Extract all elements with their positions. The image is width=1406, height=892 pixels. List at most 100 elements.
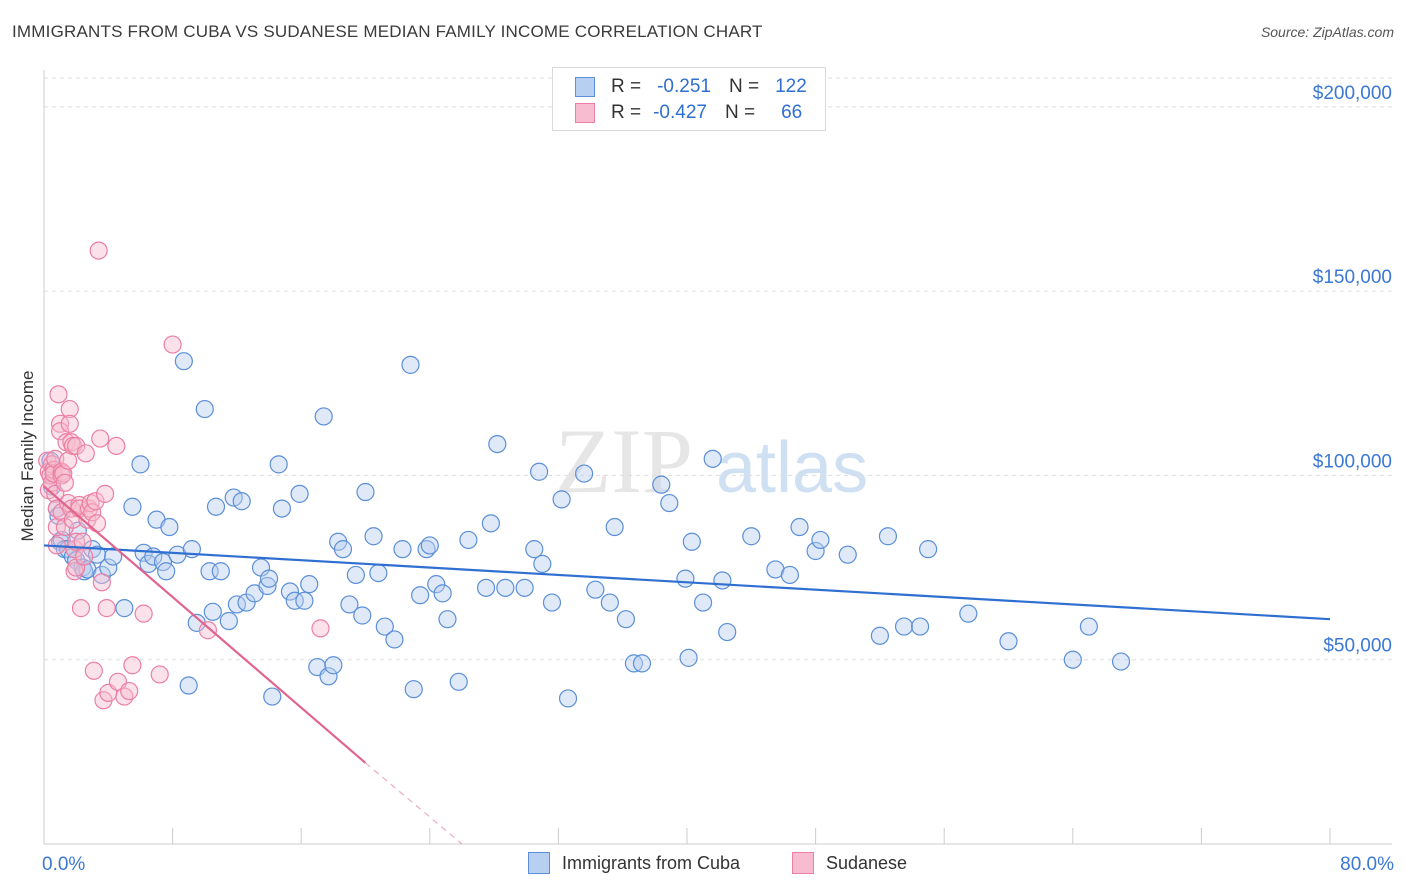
sudanese-point (150, 665, 169, 684)
cuba-point (157, 562, 176, 581)
cuba-point (92, 565, 111, 585)
cuba-point (295, 591, 314, 610)
cuba-point (369, 563, 388, 583)
cuba-point (586, 580, 605, 599)
cuba-point (790, 517, 809, 537)
cuba-point (1079, 617, 1098, 636)
cuba-point (420, 536, 439, 555)
cuba-point (219, 611, 238, 631)
cuba-point (780, 565, 799, 585)
legend-row-cuba: R = -0.251 N = 122 (575, 75, 807, 99)
cuba-point (515, 578, 534, 597)
sudanese-point (60, 399, 79, 419)
sudanese-point (50, 414, 70, 433)
sudanese-point (87, 514, 107, 533)
sudanese-point (97, 599, 116, 618)
sudanese-point (49, 385, 68, 404)
sudanese-point (67, 436, 86, 456)
cuba-legend-swatch (528, 852, 550, 874)
y-tick-label: $50,000 (1323, 636, 1392, 657)
x-tick-label-max: 80.0% (1340, 854, 1394, 875)
cuba-point (300, 575, 319, 594)
source-label: Source: ZipAtlas.com (1260, 24, 1394, 40)
sudanese-trend-line (43, 485, 367, 764)
y-tick-label: $100,000 (1313, 451, 1392, 472)
cuba-point (919, 540, 938, 559)
cuba-point (324, 656, 343, 675)
cuba-point (894, 617, 914, 636)
cuba-point (713, 571, 732, 590)
cuba-point (285, 591, 304, 610)
cuba-point (660, 493, 679, 513)
sudanese-point (120, 681, 139, 701)
bottom-legend-cuba[interactable]: Immigrants from Cuba (528, 852, 740, 874)
cuba-point (525, 540, 544, 559)
cuba-swatch (575, 77, 595, 97)
sudanese-point (115, 687, 134, 706)
cuba-point (679, 648, 698, 667)
sudanese-trend-extension (365, 762, 463, 845)
legend-row-sudanese: R = -0.427 N = 66 (575, 101, 802, 125)
cuba-point (187, 613, 206, 632)
cuba-point (533, 554, 552, 573)
cuba-point (878, 527, 898, 546)
cuba-point (353, 606, 372, 625)
legend-r-value-cuba: -0.251 (657, 76, 711, 97)
cuba-point (632, 654, 652, 673)
cuba-point (340, 595, 359, 614)
cuba-point (496, 578, 515, 597)
cuba-point (742, 527, 761, 546)
cuba-point (870, 626, 890, 645)
cuba-point (605, 517, 624, 537)
cuba-point (195, 399, 214, 419)
cuba-point (174, 352, 193, 371)
cuba-point (959, 604, 978, 623)
sudanese-point (83, 503, 102, 522)
legend-n-label: N = (724, 102, 756, 123)
sudanese-point (91, 429, 110, 448)
sudanese-point (73, 532, 92, 551)
cuba-point (211, 562, 230, 581)
cuba-point (346, 565, 365, 585)
cuba-point (179, 676, 198, 695)
cuba-point (552, 490, 571, 509)
cuba-point (488, 435, 507, 454)
cuba-point (232, 492, 251, 511)
cuba-point (115, 599, 134, 618)
cuba-point (652, 475, 671, 494)
cuba-point (203, 602, 222, 621)
cuba-point (259, 569, 279, 588)
cuba-point (104, 547, 123, 566)
cuba-point (999, 632, 1018, 651)
sudanese-point (92, 573, 111, 592)
sudanese-legend-label: Sudanese (826, 852, 908, 873)
cuba-point (206, 497, 226, 516)
sudanese-point (59, 493, 78, 513)
sudanese-point (89, 241, 108, 260)
cuba-point (160, 517, 179, 537)
legend-n-value-cuba: 122 (775, 76, 807, 97)
cuba-point (427, 575, 446, 594)
bottom-legend-sudanese[interactable]: Sudanese (792, 852, 907, 874)
sudanese-point (311, 619, 330, 638)
y-axis-label: Median Family Income (18, 370, 37, 542)
legend-r-label: R = (611, 102, 642, 123)
y-tick-label: $150,000 (1313, 267, 1392, 288)
sudanese-point (50, 422, 70, 441)
cuba-point (314, 407, 333, 426)
sudanese-point (60, 414, 79, 433)
sudanese-point (55, 473, 74, 492)
sudanese-swatch (575, 103, 595, 123)
cuba-point (616, 610, 636, 629)
sudanese-point (71, 599, 91, 618)
sudanese-point (75, 547, 94, 566)
cuba-point (385, 630, 404, 649)
legend-r-label: R = (611, 76, 642, 97)
cuba-point (258, 576, 277, 596)
cuba-point (600, 593, 619, 612)
cuba-point (433, 584, 452, 603)
cuba-point (393, 540, 412, 559)
cuba-point (530, 462, 549, 481)
sudanese-point (123, 656, 142, 675)
